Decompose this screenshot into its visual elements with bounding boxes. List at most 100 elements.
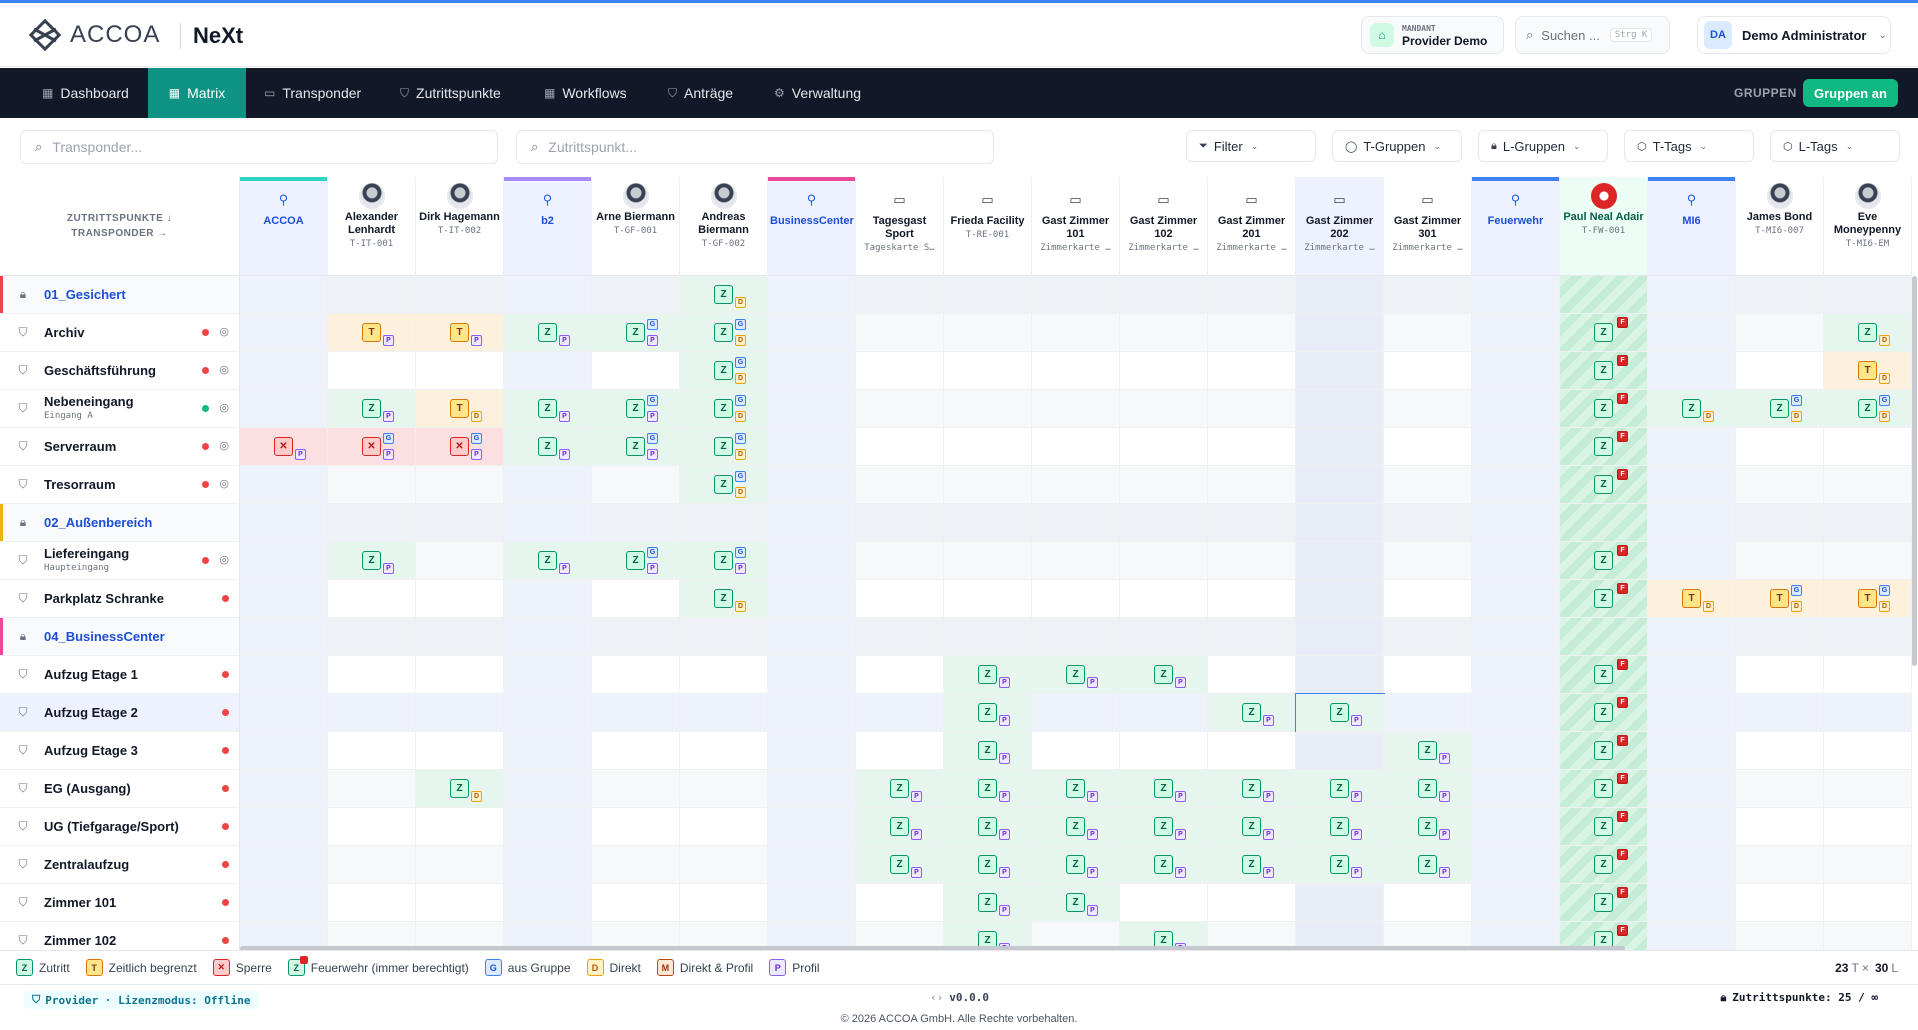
matrix-cell[interactable] <box>768 390 856 428</box>
matrix-cell[interactable]: ✕ P <box>240 428 328 466</box>
matrix-cell[interactable] <box>1648 884 1736 922</box>
matrix-cell[interactable] <box>1824 694 1912 732</box>
matrix-cell[interactable] <box>240 808 328 846</box>
matrix-cell[interactable] <box>768 580 856 618</box>
matrix-cell[interactable] <box>1736 922 1824 950</box>
row-header[interactable]: ⛉ Nebeneingang Eingang A ◎ <box>0 390 240 428</box>
matrix-cell[interactable] <box>856 390 944 428</box>
column-header[interactable]: Eve Moneypenny T-MI6-EM <box>1824 177 1912 276</box>
matrix-cell[interactable] <box>1736 618 1824 656</box>
matrix-cell[interactable] <box>1208 276 1296 314</box>
matrix-cell[interactable] <box>504 504 592 542</box>
matrix-cell[interactable] <box>1296 580 1384 618</box>
matrix-cell[interactable] <box>504 466 592 504</box>
matrix-cell[interactable] <box>592 694 680 732</box>
matrix-cell[interactable] <box>768 466 856 504</box>
matrix-cell[interactable] <box>856 542 944 580</box>
matrix-cell[interactable] <box>1736 732 1824 770</box>
matrix-cell[interactable] <box>1120 504 1208 542</box>
matrix-cell[interactable] <box>1384 504 1472 542</box>
matrix-cell[interactable] <box>944 580 1032 618</box>
matrix-cell[interactable] <box>1120 580 1208 618</box>
matrix-cell[interactable] <box>1648 694 1736 732</box>
matrix-cell[interactable] <box>1208 542 1296 580</box>
matrix-cell[interactable] <box>1472 428 1560 466</box>
matrix-cell[interactable] <box>1296 428 1384 466</box>
matrix-cell[interactable] <box>1472 922 1560 950</box>
matrix-cell[interactable] <box>1736 428 1824 466</box>
matrix-cell[interactable] <box>1208 466 1296 504</box>
matrix-cell[interactable] <box>856 504 944 542</box>
matrix-cell[interactable] <box>1384 466 1472 504</box>
matrix-cell[interactable] <box>856 884 944 922</box>
matrix-cell[interactable] <box>504 922 592 950</box>
column-header[interactable]: ▭ Gast Zimmer 201 Zimmerkarte … <box>1208 177 1296 276</box>
matrix-cell[interactable] <box>1824 808 1912 846</box>
matrix-cell[interactable] <box>328 884 416 922</box>
matrix-cell[interactable] <box>240 770 328 808</box>
matrix-cell[interactable] <box>768 732 856 770</box>
matrix-cell[interactable] <box>680 504 768 542</box>
matrix-cell[interactable] <box>1736 808 1824 846</box>
matrix-cell[interactable] <box>416 276 504 314</box>
matrix-cell[interactable] <box>1384 694 1472 732</box>
row-header[interactable]: ⛉ Aufzug Etage 2 <box>0 694 240 732</box>
global-search[interactable]: ⌕ Suchen ... Strg K <box>1515 16 1670 54</box>
matrix-cell[interactable] <box>504 694 592 732</box>
matrix-cell[interactable] <box>240 618 328 656</box>
matrix-cell[interactable] <box>856 314 944 352</box>
matrix-cell[interactable] <box>856 922 944 950</box>
matrix-cell[interactable] <box>1120 390 1208 428</box>
matrix-cell[interactable] <box>1296 542 1384 580</box>
matrix-cell[interactable] <box>328 466 416 504</box>
matrix-cell[interactable]: ✕ P G <box>416 428 504 466</box>
matrix-cell[interactable] <box>1120 428 1208 466</box>
row-header[interactable]: ⛉ Geschäftsführung ◎ <box>0 352 240 390</box>
matrix-cell[interactable] <box>1560 504 1648 542</box>
matrix-cell[interactable] <box>504 846 592 884</box>
matrix-cell[interactable] <box>1032 504 1120 542</box>
matrix-cell[interactable] <box>768 884 856 922</box>
matrix-cell[interactable] <box>416 732 504 770</box>
matrix-cell[interactable] <box>856 352 944 390</box>
matrix-cell[interactable] <box>328 732 416 770</box>
matrix-cell[interactable] <box>592 922 680 950</box>
matrix-cell[interactable] <box>592 580 680 618</box>
matrix-cell[interactable] <box>1824 504 1912 542</box>
matrix-cell[interactable] <box>1472 580 1560 618</box>
matrix-cell[interactable] <box>768 846 856 884</box>
matrix-cell[interactable] <box>1824 770 1912 808</box>
matrix-cell[interactable] <box>944 314 1032 352</box>
matrix-cell[interactable] <box>504 884 592 922</box>
matrix-cell[interactable] <box>1032 922 1120 950</box>
matrix-cell[interactable] <box>1120 884 1208 922</box>
matrix-cell[interactable] <box>1208 580 1296 618</box>
matrix-cell[interactable] <box>1472 846 1560 884</box>
column-header[interactable]: ⚲ b2 <box>504 177 592 276</box>
matrix-cell[interactable] <box>768 314 856 352</box>
matrix-cell[interactable] <box>1296 466 1384 504</box>
matrix-cell[interactable] <box>1736 314 1824 352</box>
matrix-cell[interactable] <box>1032 542 1120 580</box>
